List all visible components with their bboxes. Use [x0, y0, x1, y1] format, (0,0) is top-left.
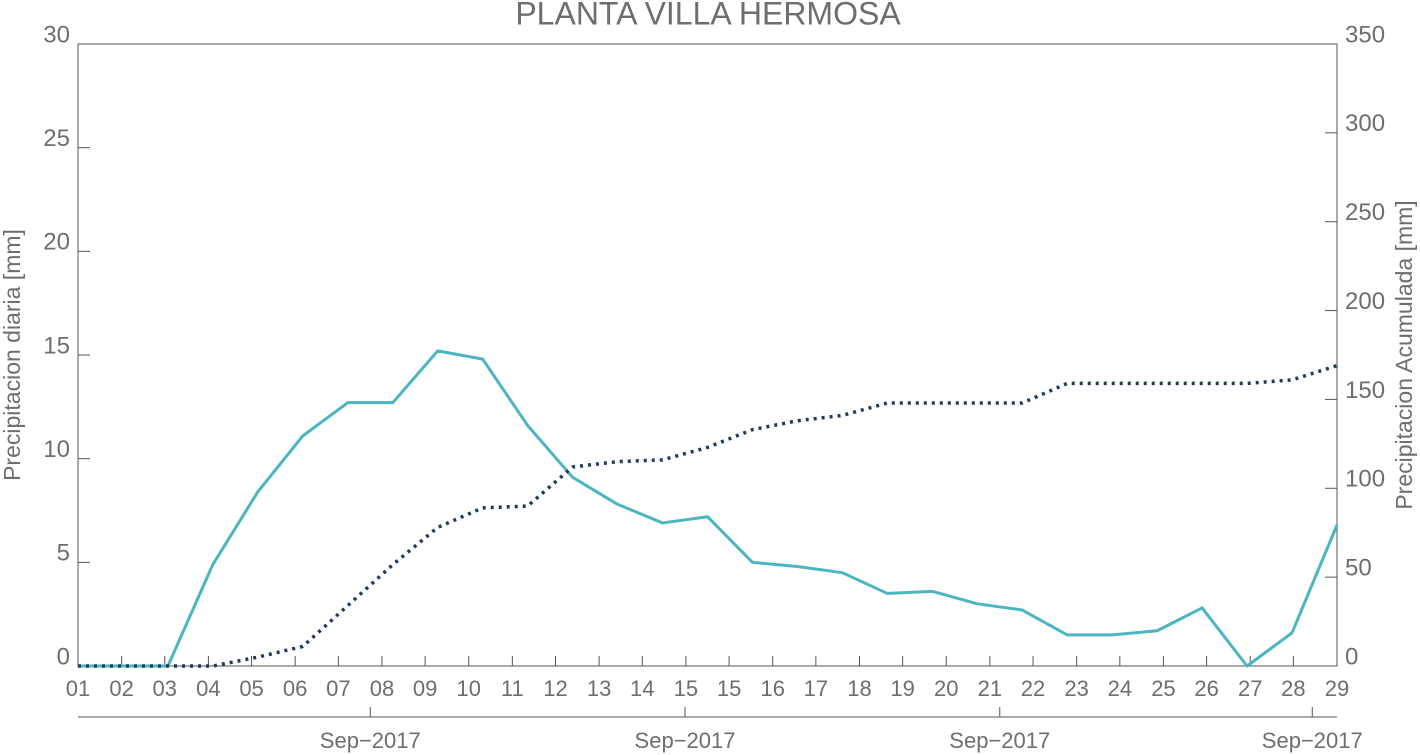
x-tick-label: 03	[153, 676, 177, 701]
y-tick-label: 5	[57, 540, 70, 567]
y-tick-label: 15	[43, 332, 70, 359]
x-tick-label: 14	[630, 676, 654, 701]
x-tick-label: 12	[543, 676, 567, 701]
y2-tick-label: 350	[1345, 21, 1385, 48]
x-tick-label: 08	[370, 676, 394, 701]
x-tick-label: 15	[717, 676, 741, 701]
x-tick-label: 27	[1238, 676, 1262, 701]
x-tick-label: 26	[1194, 676, 1218, 701]
x-tick-label: 25	[1151, 676, 1175, 701]
y2-tick-label: 150	[1345, 377, 1385, 404]
x-tick-label: 04	[196, 676, 220, 701]
y2-tick-label: 300	[1345, 110, 1385, 137]
x-tick-label: 22	[1021, 676, 1045, 701]
x-tick-label: 28	[1281, 676, 1305, 701]
x-tick-label: 05	[239, 676, 263, 701]
chart-title: PLANTA VILLA HERMOSA	[515, 0, 901, 31]
x-tick-label: 20	[934, 676, 958, 701]
x-tick-label: 24	[1108, 676, 1132, 701]
y2-tick-label: 50	[1345, 554, 1372, 581]
x-tick-label: 15	[674, 676, 698, 701]
x-tick-label: 21	[978, 676, 1002, 701]
x-tick-label: 18	[847, 676, 871, 701]
y-tick-label: 10	[43, 436, 70, 463]
x-tick-label: 02	[109, 676, 133, 701]
x-tick-label: 06	[283, 676, 307, 701]
x-tick-label: 01	[66, 676, 90, 701]
x-tick-label: 07	[326, 676, 350, 701]
x-tick-label: 16	[760, 676, 784, 701]
x2-tick-label: Sep−2017	[635, 728, 736, 753]
y2-tick-label: 0	[1345, 643, 1358, 670]
y-tick-label: 25	[43, 125, 70, 152]
x2-tick-label: Sep−2017	[949, 728, 1050, 753]
y2-tick-label: 100	[1345, 466, 1385, 493]
y2-axis-label: Precipitacion Acumulada [mm]	[1391, 200, 1417, 509]
y-tick-label: 30	[43, 21, 70, 48]
x2-tick-label: Sep−2017	[320, 728, 421, 753]
y2-tick-label: 200	[1345, 288, 1385, 315]
x-tick-label: 10	[456, 676, 480, 701]
y-axis-label: Precipitacion diaria [mm]	[0, 229, 25, 481]
x2-tick-label: Sep−2017	[1262, 728, 1363, 753]
x-tick-label: 17	[804, 676, 828, 701]
series-line	[78, 363, 1338, 668]
x-tick-label: 11	[501, 676, 524, 701]
y2-tick-label: 250	[1345, 199, 1385, 226]
y-tick-label: 20	[43, 229, 70, 256]
series-line	[78, 349, 1339, 668]
x-tick-label: 19	[890, 676, 914, 701]
x-tick-label: 09	[413, 676, 437, 701]
y-tick-label: 0	[57, 643, 70, 670]
x-tick-label: 23	[1064, 676, 1088, 701]
plot-frame	[77, 43, 1338, 667]
x-tick-label: 13	[587, 676, 611, 701]
x-tick-label: 29	[1325, 676, 1349, 701]
